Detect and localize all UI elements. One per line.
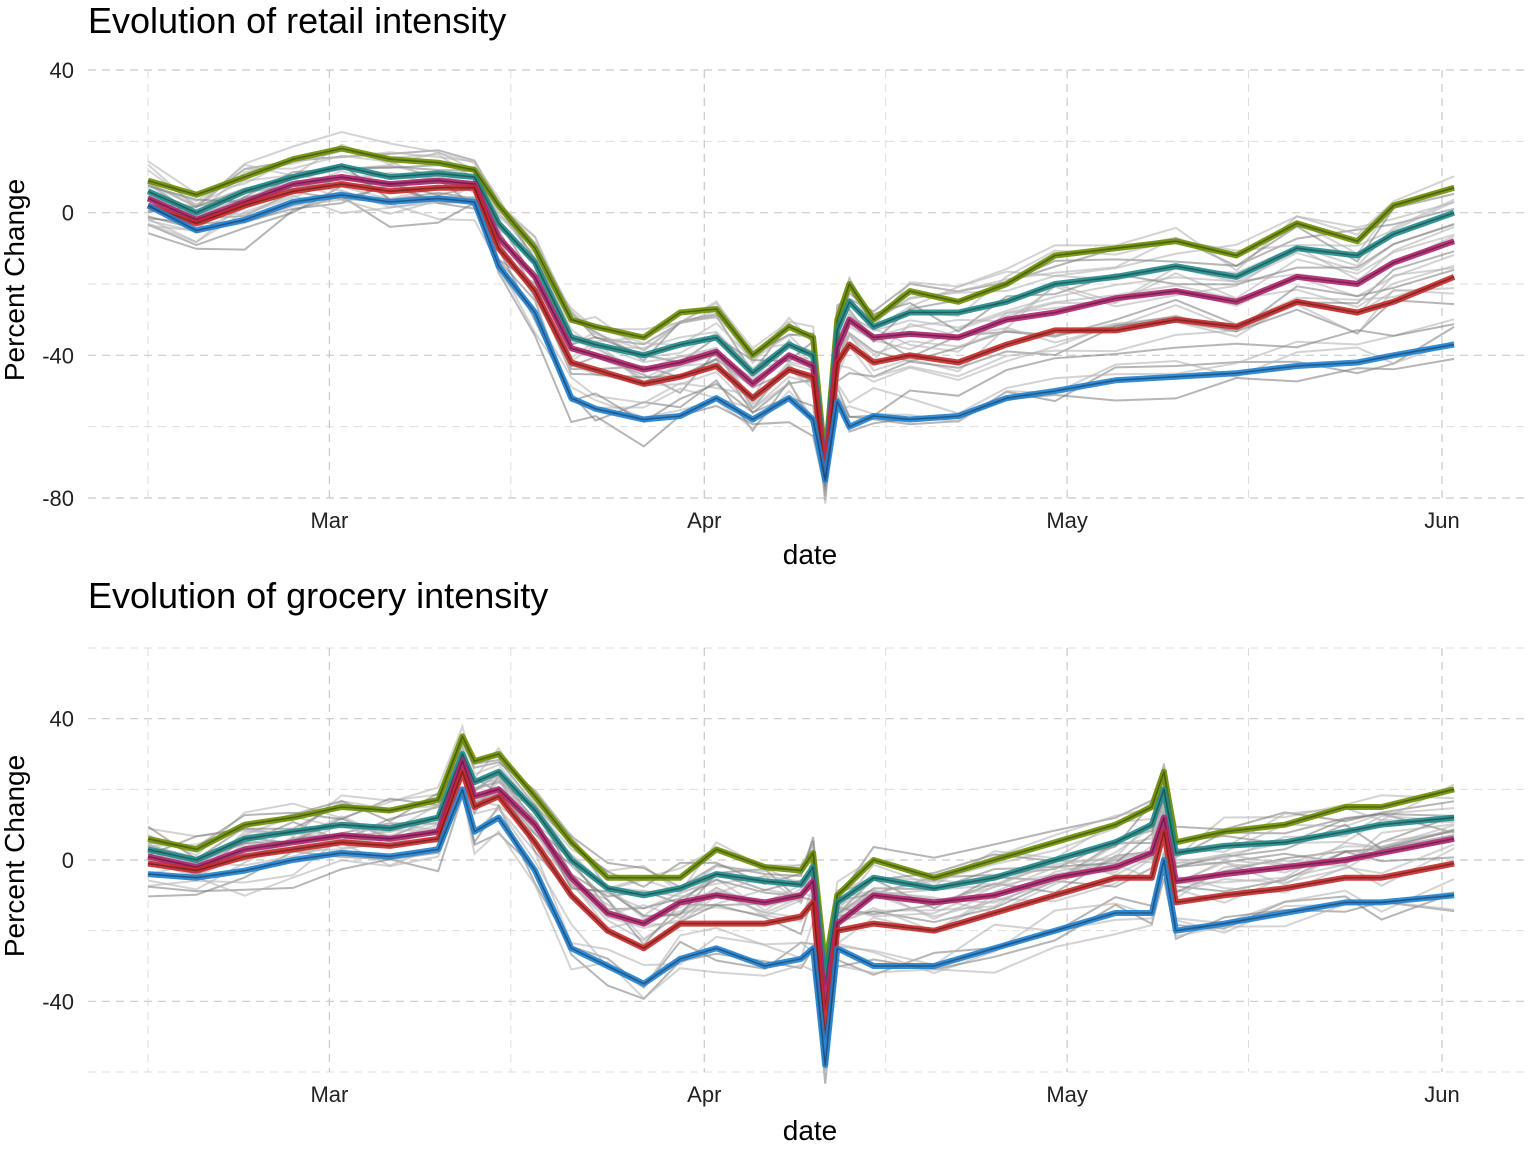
y-tick-label: -40	[42, 343, 74, 368]
chart-title: Evolution of grocery intensity	[88, 576, 548, 616]
series-line-shadow-4	[147, 183, 1455, 478]
x-tick-label: Apr	[687, 508, 721, 533]
series-line-5	[147, 786, 1455, 1068]
grocery-chart-panel: -40 0 40 Mar Apr May Jun Evolution of grocery…	[0, 576, 1536, 1152]
x-axis-title: date	[783, 539, 838, 570]
series-line-shadow-5	[147, 194, 1455, 482]
series-line-shadow-4	[147, 770, 1455, 1038]
y-tick-label: 0	[62, 201, 74, 226]
x-tick-label: May	[1046, 508, 1088, 533]
series-line-shadow-3	[147, 176, 1455, 474]
chart-title: Evolution of retail intensity	[88, 0, 506, 41]
y-tick-label: -40	[42, 989, 74, 1014]
background-series-line	[147, 195, 1455, 490]
x-tick-label: Apr	[687, 1082, 721, 1107]
series-line-2	[147, 751, 1455, 987]
y-axis-title: Percent Change	[0, 179, 30, 381]
series-line-3	[146, 174, 1456, 476]
y-tick-label: 0	[62, 848, 74, 873]
series-line-shadow-2	[147, 165, 1455, 471]
grocery-chart-svg: -40 0 40 Mar Apr May Jun Evolution of grocery…	[0, 576, 1528, 1146]
x-tick-label: Mar	[310, 508, 348, 533]
series-line-2	[146, 163, 1456, 473]
y-tick-label: 40	[50, 707, 74, 732]
background-series-line	[147, 754, 1455, 1001]
x-tick-label: May	[1046, 1082, 1088, 1107]
retail-chart-svg: -80 -40 0 40 Mar Apr May Jun Evolution of reta…	[0, 0, 1528, 570]
x-tick-label: Jun	[1424, 1082, 1459, 1107]
retail-chart-panel: -80 -40 0 40 Mar Apr May Jun Evolution of reta…	[0, 0, 1528, 570]
series-line-shadow-1	[147, 147, 1455, 464]
background-series-line	[147, 164, 1455, 463]
series-line-4	[146, 181, 1456, 480]
y-axis-title: Percent Change	[0, 755, 30, 957]
series-line-4	[147, 768, 1455, 1040]
background-series-line	[147, 164, 1455, 460]
background-series-line	[147, 184, 1455, 484]
background-series-line	[147, 181, 1455, 501]
x-tick-label: Mar	[310, 1082, 348, 1107]
background-series-line	[147, 163, 1455, 461]
y-tick-label: -80	[42, 486, 74, 511]
background-series-line	[147, 151, 1455, 465]
series-line-5	[146, 191, 1455, 484]
y-tick-label: 40	[50, 58, 74, 83]
x-tick-label: Jun	[1424, 508, 1459, 533]
series-line-shadow-5	[147, 788, 1455, 1066]
x-axis-title: date	[783, 1115, 838, 1146]
series-line-1	[147, 145, 1455, 466]
series-line-shadow-2	[147, 753, 1455, 985]
background-series-line	[147, 177, 1455, 497]
